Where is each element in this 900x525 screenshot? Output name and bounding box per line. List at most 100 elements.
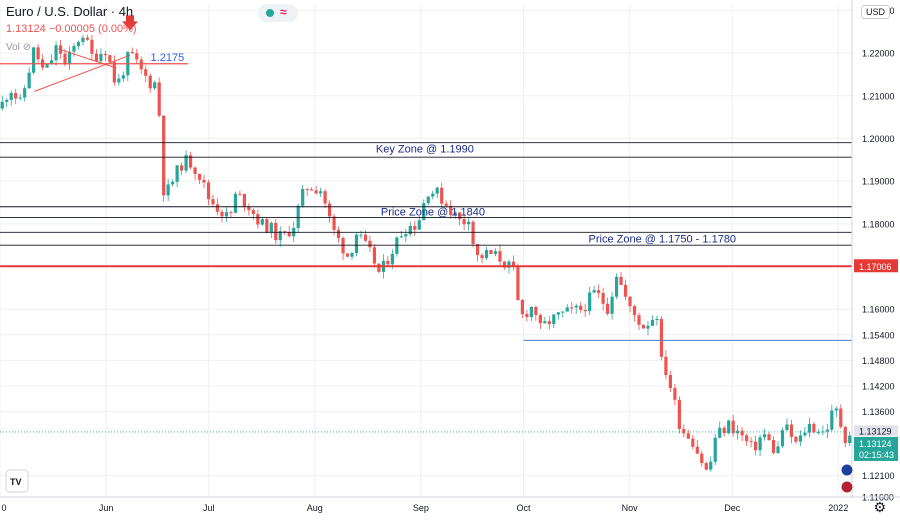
current-price-tag-label: 1.13124	[859, 439, 892, 449]
level-label-1-2175[interactable]: 1.2175	[151, 52, 185, 64]
key-level-price-tag	[854, 259, 898, 273]
candle-body	[202, 179, 206, 183]
candle-body	[574, 305, 578, 308]
gear-icon[interactable]: ⚙	[873, 499, 886, 515]
time-axis-tick-label: Jun	[99, 503, 114, 513]
candle-body	[94, 53, 99, 62]
candle-body	[547, 321, 551, 325]
candle-body	[422, 203, 426, 221]
tv-logo-text: TV	[10, 477, 22, 487]
candle-body	[668, 375, 672, 389]
candle-body	[274, 222, 278, 241]
candle-body	[390, 253, 394, 265]
candle-body	[789, 424, 794, 437]
candle-body	[785, 424, 789, 431]
candle-body	[301, 188, 305, 206]
candle-body	[175, 165, 179, 182]
volume-label: Vol	[6, 42, 20, 53]
candle-body	[502, 261, 507, 268]
volume-indicator-label[interactable]: Vol ⊘	[6, 42, 31, 53]
candle-body	[359, 234, 363, 236]
candle-body	[691, 438, 695, 447]
candle-body	[153, 82, 157, 89]
candle-body	[534, 306, 538, 315]
candle-body	[135, 53, 139, 60]
candle-body	[431, 193, 435, 197]
candle-body	[49, 60, 54, 65]
candle-body	[404, 234, 408, 237]
candle-body	[529, 306, 533, 318]
candle-body	[238, 193, 242, 195]
candle-body	[9, 92, 13, 100]
candle-body	[269, 222, 273, 233]
candle-body	[399, 236, 403, 238]
candle-body	[641, 324, 646, 329]
candle-body	[830, 410, 834, 430]
candle-body	[579, 305, 583, 310]
eu-flag-icon[interactable]	[840, 463, 854, 477]
candle-body	[0, 101, 4, 109]
us-flag-icon[interactable]	[840, 480, 854, 494]
candle-body	[23, 88, 27, 98]
candle-body	[18, 97, 22, 99]
trendline[interactable]	[34, 54, 131, 92]
key-zone-label[interactable]: Key Zone @ 1.1990	[376, 144, 474, 156]
price-zone-label-1[interactable]: Price Zone @ 1.1840	[381, 207, 485, 219]
candle-body	[76, 42, 81, 47]
countdown-label: 02:15:43	[859, 450, 894, 460]
market-status-pill[interactable]: ≈	[258, 4, 298, 22]
currency-button[interactable]: USD	[860, 5, 890, 19]
candle-body	[686, 433, 690, 439]
candle-body	[36, 47, 40, 60]
candle-body	[767, 434, 771, 441]
price-zone-label-2[interactable]: Price Zone @ 1.1750 - 1.1780	[589, 233, 737, 245]
candle-body	[54, 45, 58, 61]
candle-body	[408, 226, 412, 235]
tv-logo-icon[interactable]	[5, 469, 29, 493]
candle-body	[619, 276, 623, 285]
candle-body	[480, 255, 484, 259]
candle-body	[484, 250, 489, 259]
candle-body	[713, 437, 717, 462]
candle-body	[803, 432, 807, 436]
candle-body	[229, 212, 233, 214]
price-axis-tick-label: 1.16000	[862, 305, 895, 315]
candle-body	[565, 307, 569, 312]
candle-body	[319, 191, 323, 194]
candle-body	[413, 226, 417, 230]
symbol-title[interactable]: Euro / U.S. Dollar · 4h	[6, 4, 134, 19]
candle-body	[520, 300, 525, 314]
candle-body	[556, 312, 560, 315]
candle-body	[90, 39, 94, 54]
candle-body	[839, 408, 843, 427]
eye-off-icon[interactable]: ⊘	[22, 42, 32, 53]
trendline[interactable]	[58, 48, 117, 69]
candle-body	[610, 296, 614, 314]
candle-body	[673, 388, 677, 400]
candle-body	[180, 165, 184, 171]
candle-body	[709, 461, 713, 470]
price-axis-tick-label: 1.19000	[862, 177, 895, 187]
candle-body	[776, 446, 780, 454]
candle-body	[462, 219, 466, 225]
candle-body	[81, 37, 85, 43]
key-level-price-tag-label: 1.17006	[859, 262, 892, 272]
time-axis-tick-label: Sep	[413, 503, 429, 513]
price-axis-tick-label: 1.22000	[862, 49, 895, 59]
candle-body	[386, 260, 390, 265]
candle-body	[121, 75, 125, 79]
candle-body	[233, 193, 238, 213]
candle-body	[323, 191, 327, 204]
candle-body	[780, 430, 785, 447]
candle-body	[327, 203, 332, 217]
candle-body	[14, 92, 18, 99]
time-axis-tick-label: 0	[1, 503, 6, 513]
candle-body	[395, 237, 399, 254]
sell-arrow-icon[interactable]	[122, 15, 139, 31]
candle-body	[417, 220, 421, 230]
candle-body	[807, 423, 811, 433]
price-axis-tick-label: 1.13600	[862, 407, 895, 417]
candle-body	[108, 55, 112, 62]
wave-icon: ≈	[280, 5, 287, 19]
